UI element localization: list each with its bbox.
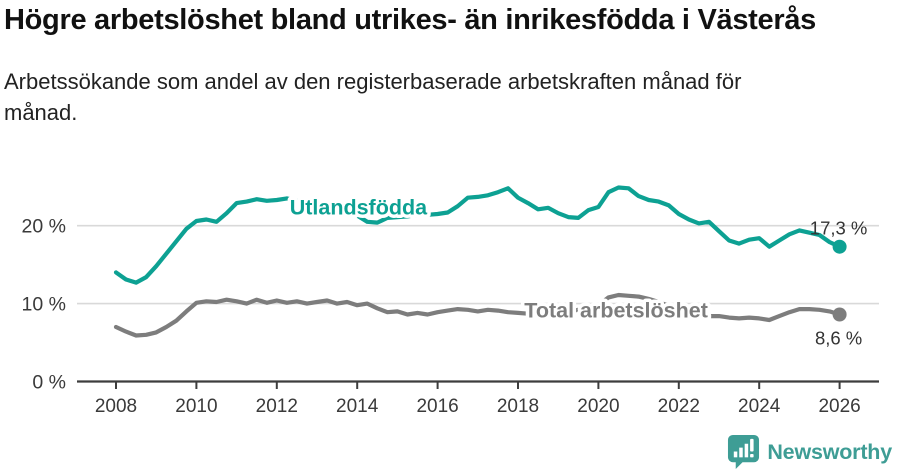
x-axis-tick-label: 2008 [95,396,137,417]
chart-subtitle: Arbetssökande som andel av den registerb… [4,69,742,125]
series-end-value-label: 8,6 % [815,328,862,349]
y-axis-tick-label: 0 % [32,372,66,394]
page-title: Högre arbetslöshet bland utrikes- än inr… [4,4,816,36]
series-label: Total arbetslöshet [524,298,708,322]
series-end-dot [832,307,847,322]
y-axis-tick-label: 20 % [22,216,66,238]
x-axis-tick-label: 2012 [256,396,298,417]
x-axis-tick-label: 2018 [497,396,539,417]
x-axis-tick-label: 2014 [336,396,379,417]
x-axis-tick-label: 2022 [658,396,700,417]
x-axis-tick-label: 2024 [738,396,781,417]
bar-chart-speech-bubble-icon [728,435,760,469]
series-end-value-label: 17,3 % [810,218,868,239]
brand-name: Newsworthy [767,439,892,464]
series-line [113,185,842,285]
y-axis-tick-label: 10 % [22,294,66,316]
series-label: Utlandsfödda [290,196,428,220]
newsworthy-logo: Newsworthy [727,434,892,470]
x-axis-tick-label: 2010 [175,396,217,417]
x-axis-tick-label: 2026 [818,396,860,417]
series-end-dot [832,239,847,254]
series-line [113,292,842,338]
x-axis-tick-label: 2020 [577,396,619,417]
x-axis-tick-label: 2016 [416,396,458,417]
